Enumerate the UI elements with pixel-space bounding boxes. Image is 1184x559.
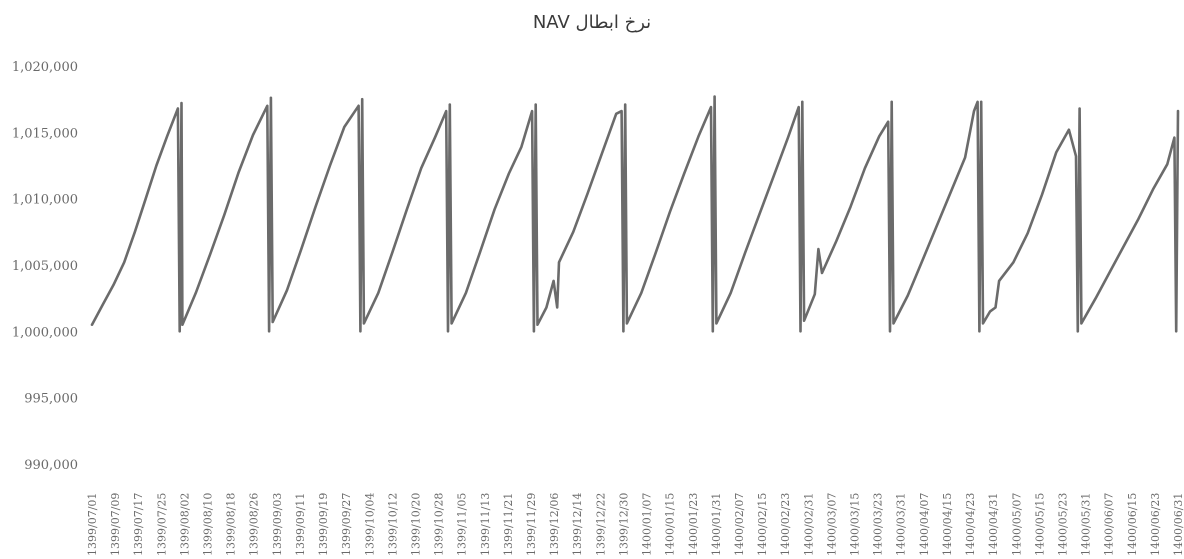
x-tick-label: 1399/09/03 [271,493,284,556]
x-tick-label: 1399/09/19 [317,493,330,556]
x-tick-label: 1400/02/15 [756,493,769,556]
x-tick-label: 1399/10/20 [409,493,422,556]
x-tick-label: 1400/03/31 [895,493,908,556]
x-tick-label: 1399/08/18 [225,493,238,556]
x-tick-label: 1400/04/31 [987,493,1000,556]
x-tick-label: 1399/08/26 [248,493,261,556]
x-tick-label: 1399/07/09 [109,493,122,556]
x-tick-label: 1400/01/07 [641,493,654,556]
x-tick-label: 1400/03/23 [872,493,885,556]
x-tick-label: 1400/02/23 [779,493,792,556]
y-tick-label: 1,020,000 [12,60,78,75]
x-tick-label: 1399/11/05 [456,493,469,556]
y-tick-label: 1,010,000 [12,193,78,208]
x-tick-label: 1400/01/23 [687,493,700,556]
x-tick-label: 1399/12/14 [571,493,584,556]
x-tick-label: 1399/12/22 [594,493,607,556]
x-tick-label: 1399/07/17 [132,493,145,556]
x-tick-label: 1399/08/02 [178,493,191,556]
x-tick-label: 1400/02/07 [733,493,746,556]
x-tick-label: 1399/07/01 [86,493,99,556]
nav-series-line [90,95,1180,333]
x-tick-label: 1399/10/12 [386,493,399,556]
x-tick-label: 1400/05/23 [1056,493,1069,556]
x-tick-label: 1399/07/25 [155,493,168,556]
y-axis: 1,020,000 1,015,000 1,010,000 1,005,000 1,00… [12,60,78,473]
x-tick-label: 1400/03/15 [849,493,862,556]
x-tick-label: 1399/11/13 [479,493,492,556]
x-tick-label: 1399/09/27 [340,493,353,556]
x-tick-label: 1399/08/10 [202,493,215,556]
x-tick-label: 1400/04/07 [918,493,931,556]
x-tick-label: 1399/10/04 [363,493,376,556]
x-axis: 1399/07/01 1399/07/09 1399/07/17 1399/07/25… [86,493,1184,556]
x-tick-label: 1399/10/28 [433,493,446,556]
series-layer [90,95,1180,333]
x-tick-label: 1399/12/06 [548,493,561,556]
x-tick-label: 1400/04/23 [964,493,977,556]
y-tick-label: 990,000 [24,458,78,473]
x-tick-label: 1400/06/31 [1172,493,1184,556]
x-tick-label: 1399/09/11 [294,493,307,556]
x-tick-label: 1400/05/15 [1033,493,1046,556]
x-tick-label: 1400/01/15 [664,493,677,556]
x-tick-label: 1400/04/15 [941,493,954,556]
y-tick-label: 1,015,000 [12,126,78,141]
x-tick-label: 1400/02/31 [802,493,815,556]
x-tick-label: 1400/01/31 [710,493,723,556]
x-tick-label: 1400/05/31 [1080,493,1093,556]
chart-title: نرخ ابطال NAV [532,12,652,33]
x-tick-label: 1400/05/07 [1010,493,1023,556]
x-tick-label: 1400/06/07 [1103,493,1116,556]
x-tick-label: 1400/03/07 [825,493,838,556]
x-tick-label: 1399/11/21 [502,493,515,556]
x-tick-label: 1399/12/30 [617,493,630,556]
y-tick-label: 1,005,000 [12,259,78,274]
y-tick-label: 995,000 [24,392,78,407]
x-tick-label: 1400/06/23 [1149,493,1162,556]
x-tick-label: 1400/06/15 [1126,493,1139,556]
y-tick-label: 1,000,000 [12,325,78,340]
x-tick-label: 1399/11/29 [525,493,538,556]
